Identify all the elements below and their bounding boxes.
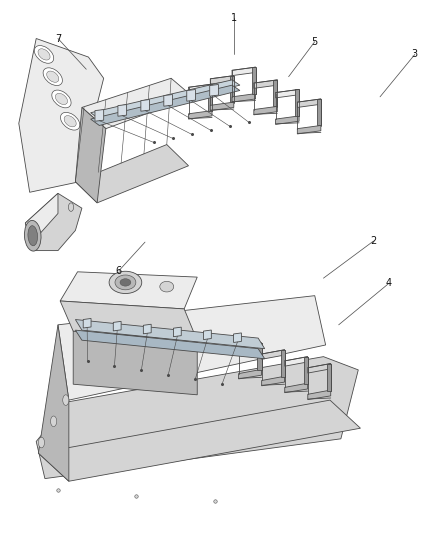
Polygon shape — [75, 319, 265, 349]
Polygon shape — [82, 78, 193, 128]
Polygon shape — [143, 324, 151, 334]
Polygon shape — [239, 369, 261, 379]
Ellipse shape — [60, 112, 80, 130]
Polygon shape — [327, 364, 331, 391]
Polygon shape — [25, 193, 82, 251]
Polygon shape — [75, 330, 265, 359]
Polygon shape — [73, 331, 197, 395]
Polygon shape — [208, 84, 212, 111]
Polygon shape — [297, 125, 321, 134]
Polygon shape — [308, 390, 331, 400]
Polygon shape — [91, 85, 240, 125]
Polygon shape — [113, 321, 121, 331]
Polygon shape — [285, 383, 307, 393]
Polygon shape — [188, 111, 212, 119]
Polygon shape — [164, 94, 173, 106]
Polygon shape — [232, 94, 255, 102]
Ellipse shape — [115, 275, 136, 290]
Ellipse shape — [120, 279, 131, 286]
Text: 6: 6 — [116, 266, 122, 276]
Ellipse shape — [63, 395, 69, 406]
Polygon shape — [75, 108, 106, 203]
Polygon shape — [210, 85, 219, 96]
Polygon shape — [36, 357, 358, 479]
Text: 3: 3 — [412, 50, 418, 59]
Polygon shape — [273, 80, 277, 107]
Ellipse shape — [55, 93, 67, 104]
Polygon shape — [261, 376, 285, 386]
Polygon shape — [261, 350, 285, 359]
Polygon shape — [276, 90, 299, 98]
Polygon shape — [95, 110, 104, 121]
Polygon shape — [210, 76, 234, 84]
Polygon shape — [25, 193, 58, 243]
Text: 1: 1 — [231, 13, 237, 23]
Text: 7: 7 — [55, 34, 61, 44]
Polygon shape — [308, 364, 331, 373]
Ellipse shape — [38, 49, 50, 60]
Ellipse shape — [39, 437, 45, 448]
Polygon shape — [233, 333, 241, 343]
Polygon shape — [297, 99, 321, 108]
Polygon shape — [187, 90, 195, 101]
Polygon shape — [276, 116, 299, 124]
Polygon shape — [232, 67, 255, 76]
Ellipse shape — [47, 71, 59, 82]
Polygon shape — [281, 350, 285, 377]
Ellipse shape — [25, 221, 41, 251]
Text: 2: 2 — [371, 236, 377, 246]
Polygon shape — [258, 343, 261, 370]
Polygon shape — [83, 318, 91, 328]
Polygon shape — [39, 325, 69, 481]
Ellipse shape — [35, 45, 54, 63]
Polygon shape — [254, 80, 277, 88]
Ellipse shape — [68, 203, 74, 212]
Polygon shape — [317, 99, 321, 125]
Ellipse shape — [50, 416, 57, 426]
Polygon shape — [188, 84, 212, 93]
Polygon shape — [19, 38, 104, 192]
Text: 4: 4 — [386, 278, 392, 288]
Polygon shape — [239, 343, 261, 352]
Polygon shape — [295, 90, 299, 116]
Text: 5: 5 — [311, 37, 318, 47]
Ellipse shape — [28, 225, 38, 246]
Polygon shape — [91, 80, 240, 119]
Polygon shape — [75, 144, 188, 203]
Polygon shape — [304, 357, 307, 384]
Polygon shape — [60, 272, 197, 309]
Polygon shape — [252, 67, 255, 94]
Polygon shape — [230, 76, 234, 102]
Polygon shape — [141, 100, 149, 111]
Ellipse shape — [109, 271, 142, 294]
Polygon shape — [285, 357, 307, 366]
Polygon shape — [39, 400, 360, 481]
Ellipse shape — [43, 68, 62, 86]
Polygon shape — [60, 301, 197, 341]
Polygon shape — [254, 107, 277, 115]
Polygon shape — [210, 102, 234, 111]
Ellipse shape — [52, 90, 71, 108]
Polygon shape — [204, 330, 211, 340]
Polygon shape — [58, 296, 325, 400]
Polygon shape — [118, 104, 127, 116]
Ellipse shape — [160, 281, 174, 292]
Ellipse shape — [64, 116, 76, 127]
Polygon shape — [173, 327, 181, 337]
